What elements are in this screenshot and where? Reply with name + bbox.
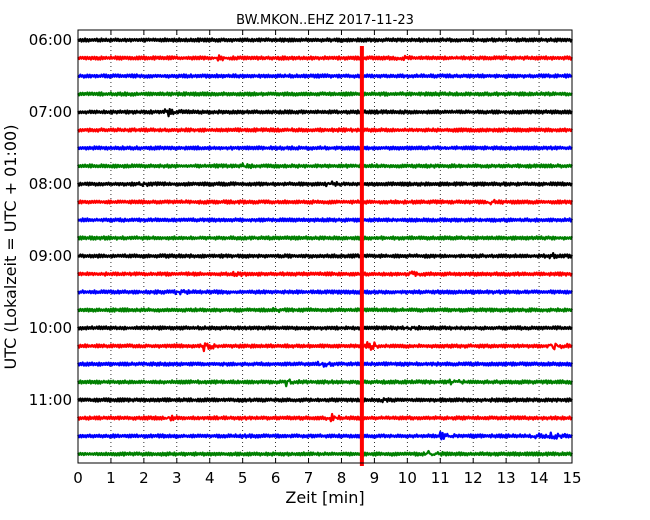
seismogram-trace	[77, 289, 573, 296]
seismogram-trace	[77, 270, 573, 278]
seismogram-trace	[77, 217, 574, 223]
seismogram-trace	[77, 108, 573, 118]
y-tick-label: 06:00	[29, 31, 72, 49]
seismogram-trace	[77, 37, 573, 43]
y-tick-label: 08:00	[29, 175, 72, 193]
y-tick-label: 10:00	[29, 319, 72, 337]
y-tick-label: 11:00	[29, 391, 72, 409]
event-marker-group	[359, 46, 364, 466]
y-tick-label: 07:00	[29, 103, 72, 121]
trace-group	[76, 37, 574, 457]
x-axis-label: Zeit [min]	[285, 488, 364, 507]
x-tick-label: 6	[271, 469, 281, 487]
seismogram-trace	[76, 412, 573, 423]
x-tick-label: 15	[562, 469, 581, 487]
x-tick-label: 5	[238, 469, 248, 487]
x-tick-label: 13	[497, 469, 516, 487]
seismogram-trace	[76, 180, 573, 188]
x-tick-label: 9	[370, 469, 380, 487]
seismogram-trace	[77, 252, 573, 260]
seismogram-trace	[77, 397, 573, 404]
x-tick-label: 8	[337, 469, 347, 487]
x-tick-label: 10	[398, 469, 417, 487]
x-tick-label: 14	[530, 469, 549, 487]
x-tick-label: 4	[205, 469, 215, 487]
seismogram-trace	[77, 325, 573, 331]
seismogram-trace	[77, 145, 573, 151]
seismogram-trace	[77, 360, 574, 368]
plot-frame	[77, 29, 573, 464]
x-tick-label: 2	[139, 469, 149, 487]
seismogram-trace	[77, 198, 574, 206]
seismogram-trace	[77, 341, 573, 353]
y-tick-label: 09:00	[29, 247, 72, 265]
seismogram-trace	[76, 235, 573, 241]
seismogram-trace	[77, 430, 573, 441]
x-tick-label: 0	[73, 469, 83, 487]
x-tick-label: 3	[172, 469, 182, 487]
seismogram-trace	[77, 73, 573, 79]
x-tick-label: 7	[304, 469, 314, 487]
x-axis-ticks: 0 1 2 3 4 5 6 7 8 9 10 11 12 13 14 15	[73, 30, 582, 487]
seismogram-trace	[77, 306, 573, 314]
seismogram-trace	[77, 449, 573, 457]
seismogram-trace	[77, 162, 573, 170]
earthquake-event-line	[359, 46, 364, 466]
x-tick-label: 12	[464, 469, 483, 487]
y-axis-ticks: 06:00 07:00 08:00 09:00 10:00 11:00	[29, 31, 572, 409]
seismogram-trace	[77, 378, 574, 388]
seismogram-trace	[77, 127, 573, 133]
grid-lines	[110, 30, 540, 463]
x-tick-label: 11	[431, 469, 450, 487]
seismogram-trace	[77, 54, 573, 62]
seismogram-trace	[77, 91, 573, 97]
chart-title: BW.MKON..EHZ 2017-11-23	[236, 13, 414, 28]
x-tick-label: 1	[106, 469, 116, 487]
y-axis-label: UTC (Lokalzeit = UTC + 01:00)	[1, 125, 20, 370]
